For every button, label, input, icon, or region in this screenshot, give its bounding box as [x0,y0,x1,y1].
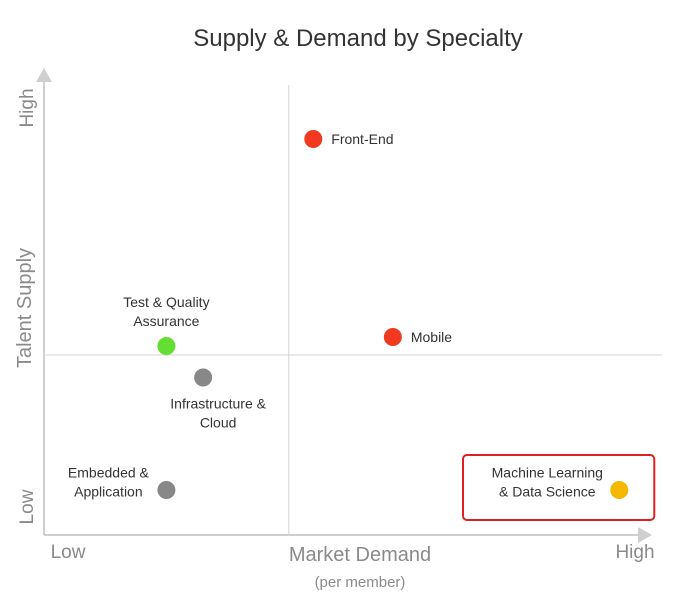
point-infrastructure-cloud-label: Infrastructure & [170,396,266,412]
point-front-end-marker [304,130,323,148]
x-axis-subtitle: (per member) [315,574,406,591]
y-axis-low-label: Low [17,489,38,524]
point-machine-learning-data-science-label: Machine Learning [492,465,603,481]
y-axis-high-label: High [17,88,38,127]
highlight-box [462,454,656,521]
y-axis-arrow [36,68,52,82]
point-front-end-label: Front-End [331,131,393,147]
point-mobile-label: Mobile [411,329,452,345]
point-infrastructure-cloud-marker [194,368,213,387]
point-test-quality-assurance-marker [157,337,176,355]
point-test-quality-assurance-label: Assurance [133,313,199,329]
point-machine-learning-data-science-label: & Data Science [499,484,596,500]
x-axis-low-label: Low [51,542,86,563]
point-mobile-marker [383,328,402,346]
chart-title: Supply & Demand by Specialty [193,25,523,52]
x-axis-high-label: High [615,542,654,563]
point-embedded-application-label: Application [74,484,143,500]
data-points: Front-End Mobile Test & Quality Assurance In… [68,130,656,521]
point-test-quality-assurance-label: Test & Quality [123,294,209,310]
point-machine-learning-data-science-marker [610,481,629,499]
x-axis-title: Market Demand [289,544,431,566]
y-axis-title: Talent Supply [14,248,36,368]
point-embedded-application-marker [157,481,176,499]
point-infrastructure-cloud-label: Cloud [200,415,237,431]
point-embedded-application-label: Embedded & [68,465,150,481]
x-axis-arrow [638,527,652,543]
